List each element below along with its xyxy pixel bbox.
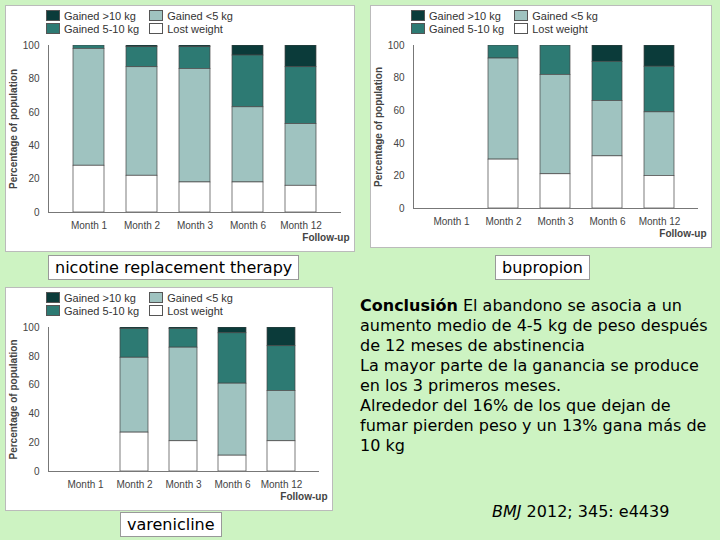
svg-text:Month 3: Month 3 (177, 220, 214, 231)
svg-text:60: 60 (393, 105, 405, 116)
html-text:La mayor parte de la ganancia: La mayor parte de la ganancia se produce… (360, 356, 699, 395)
svg-text:100: 100 (23, 322, 40, 333)
svg-text:20: 20 (393, 170, 405, 181)
svg-text:40: 40 (28, 408, 40, 419)
svg-text:100: 100 (23, 40, 40, 51)
svg-text:0: 0 (399, 203, 405, 214)
svg-text:Follow-up: Follow-up (302, 232, 349, 243)
svg-text:Percentage of population: Percentage of population (8, 69, 19, 189)
svg-text:Month 6: Month 6 (589, 216, 626, 227)
html-text:Gained >10 kg: Gained >10 kg (64, 292, 136, 304)
svg-text:0: 0 (34, 207, 40, 218)
svg-text:Percentage of population: Percentage of population (373, 67, 384, 187)
svg-text:Month 2: Month 2 (116, 479, 153, 490)
svg-text:Follow-up: Follow-up (659, 228, 706, 239)
html-text:Gained <5 kg: Gained <5 kg (167, 10, 233, 22)
html-text:Lost weight: Lost weight (167, 305, 223, 317)
svg-text:Month 12: Month 12 (261, 479, 303, 490)
svg-text:80: 80 (28, 351, 40, 362)
svg-text:80: 80 (393, 72, 405, 83)
html-text:Lost weight: Lost weight (167, 23, 223, 35)
html-text:Alrededor del 16% de los que d: Alrededor del 16% de los que dejan de fu… (360, 396, 707, 455)
svg-text:Month 3: Month 3 (537, 216, 574, 227)
svg-text:Month 2: Month 2 (485, 216, 522, 227)
svg-text:Follow-up: Follow-up (280, 491, 327, 502)
html-text:nicotine replacement therapy: nicotine replacement therapy (55, 258, 293, 277)
svg-text:60: 60 (28, 379, 40, 390)
html-text:Gained 5-10 kg: Gained 5-10 kg (64, 305, 140, 317)
svg-text:Month 12: Month 12 (639, 216, 681, 227)
svg-text:40: 40 (393, 138, 405, 149)
html-text:bupropion: bupropion (502, 258, 583, 277)
html-text:BMJ 2012; 345: e4439: BMJ 2012; 345: e4439 (492, 502, 670, 521)
html-text:Gained 5-10 kg: Gained 5-10 kg (429, 23, 505, 35)
svg-text:100: 100 (388, 40, 405, 51)
svg-text:Month 3: Month 3 (165, 479, 202, 490)
svg-text:Month 6: Month 6 (230, 220, 267, 231)
svg-text:40: 40 (28, 140, 40, 151)
html-text:Gained >10 kg: Gained >10 kg (64, 10, 136, 22)
svg-text:Month 1: Month 1 (67, 479, 104, 490)
html-text:Gained <5 kg: Gained <5 kg (167, 292, 233, 304)
html-text:Conclusión El abandono se asoc: Conclusión El abandono se asocia a un au… (360, 296, 708, 355)
svg-text:0: 0 (34, 466, 40, 477)
svg-text:Month 2: Month 2 (124, 220, 161, 231)
html-text:Gained >10 kg: Gained >10 kg (429, 10, 501, 22)
svg-text:20: 20 (28, 437, 40, 448)
svg-text:Month 6: Month 6 (214, 479, 251, 490)
svg-text:Percentage of population: Percentage of population (8, 339, 19, 459)
svg-text:80: 80 (28, 73, 40, 84)
svg-text:Month 1: Month 1 (71, 220, 108, 231)
html-text:Gained 5-10 kg: Gained 5-10 kg (64, 23, 140, 35)
html-text:varenicline: varenicline (127, 515, 215, 534)
svg-text:60: 60 (28, 107, 40, 118)
html-text:Lost weight: Lost weight (532, 23, 588, 35)
svg-text:Month 12: Month 12 (280, 220, 322, 231)
svg-text:Month 1: Month 1 (433, 216, 470, 227)
html-text:Gained <5 kg: Gained <5 kg (532, 10, 598, 22)
svg-text:20: 20 (28, 173, 40, 184)
